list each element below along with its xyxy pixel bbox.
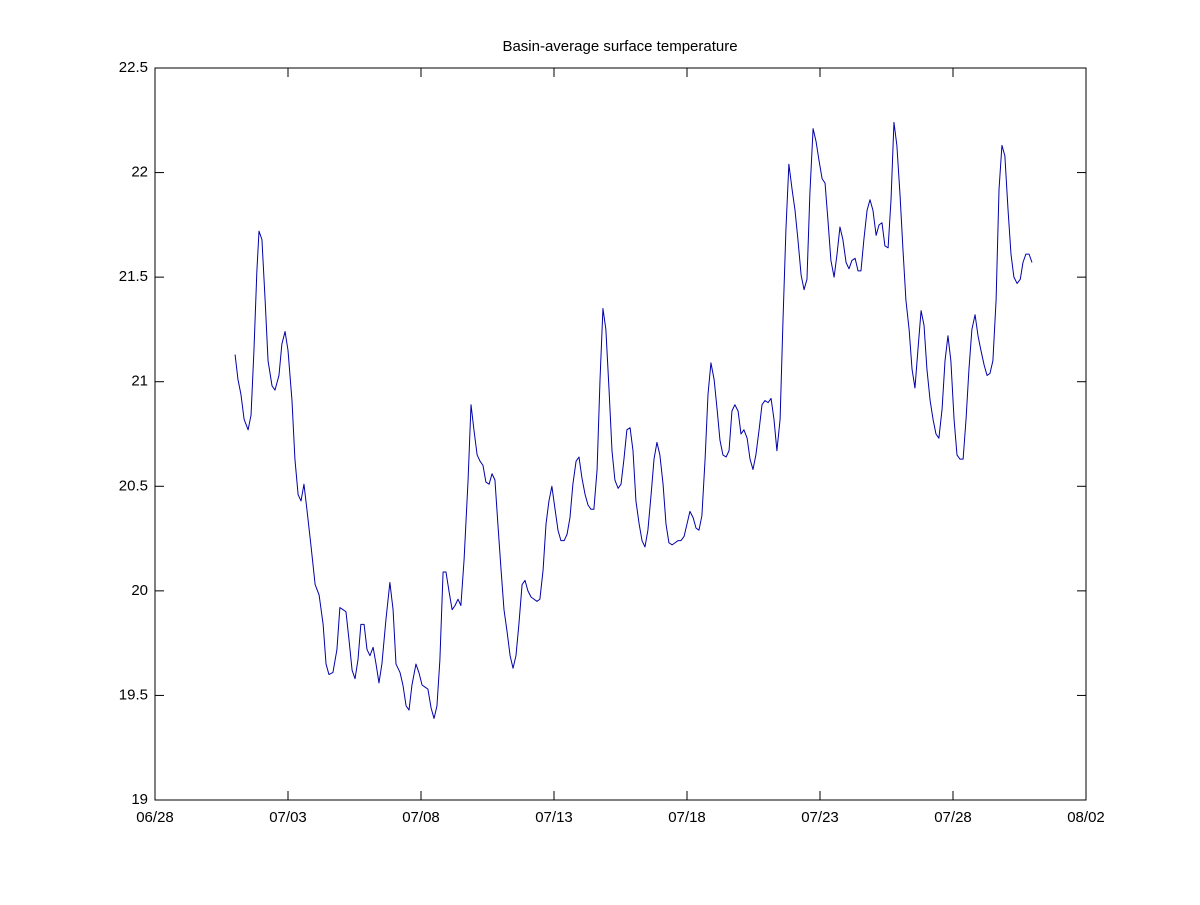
x-tick-label: 06/28 <box>136 809 174 826</box>
y-tick-label: 22 <box>131 164 148 181</box>
x-tick-label: 07/13 <box>535 809 573 826</box>
line-series <box>234 121 1033 719</box>
x-tick-label: 07/18 <box>668 809 706 826</box>
chart-title: Basin-average surface temperature <box>502 38 737 55</box>
x-tick-label: 08/02 <box>1067 809 1105 826</box>
y-tick-label: 20 <box>131 582 148 599</box>
y-tick-label: 19.5 <box>119 686 148 703</box>
axes-box <box>154 67 1087 801</box>
y-tick-label: 22.5 <box>119 59 148 76</box>
y-tick-label: 21 <box>131 373 148 390</box>
y-tick-label: 21.5 <box>119 268 148 285</box>
y-tick-label: 19 <box>131 791 148 808</box>
x-tick-label: 07/03 <box>269 809 307 826</box>
x-tick-label: 07/08 <box>402 809 440 826</box>
x-tick-label: 07/23 <box>801 809 839 826</box>
x-tick-label: 07/28 <box>934 809 972 826</box>
y-tick-label: 20.5 <box>119 477 148 494</box>
